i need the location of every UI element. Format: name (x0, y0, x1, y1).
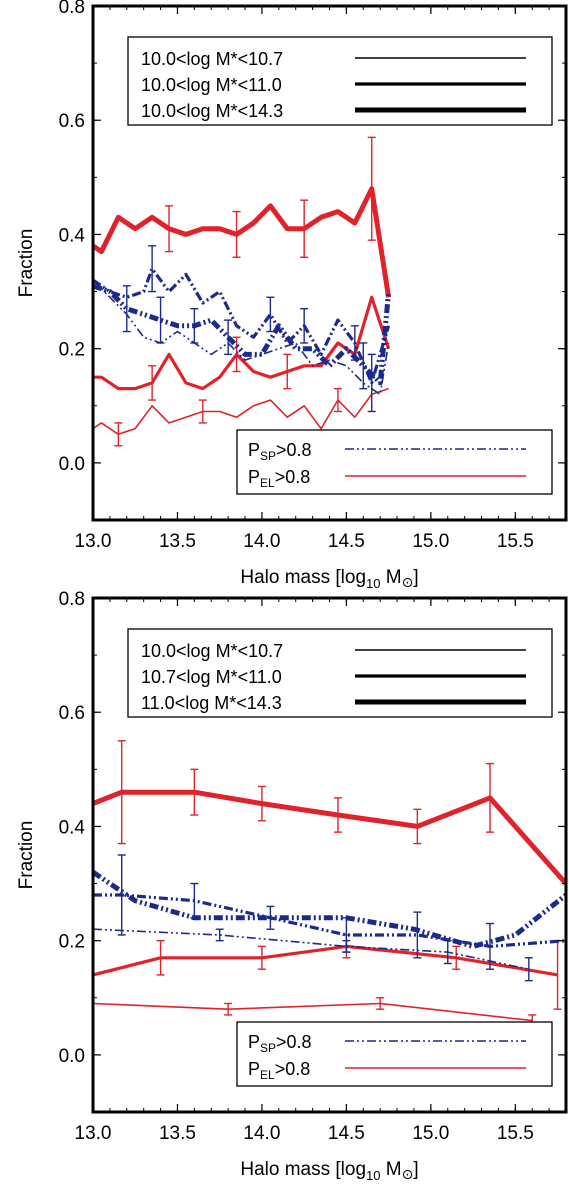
x-tick-label: 13.0 (75, 531, 112, 552)
y-axis-label: Fraction (16, 229, 37, 298)
legend-mass-label: 10.0<log M*<10.7 (141, 641, 283, 661)
series-line-sp-medium (93, 893, 566, 949)
x-tick-label: 15.5 (497, 1123, 534, 1144)
series-line-el-thin (93, 1002, 533, 1022)
series-line-sp-thick (93, 283, 392, 386)
x-axis-label: Halo mass [log10 M⊙] (240, 1159, 418, 1183)
series-line-sp-thin (93, 279, 390, 396)
x-tick-label: 13.5 (159, 531, 196, 552)
x-tick-label: 15.5 (497, 531, 534, 552)
x-tick-label: 13.0 (75, 1123, 112, 1144)
y-tick-label: 0.8 (59, 0, 85, 18)
y-tick-label: 0.4 (59, 817, 86, 838)
series-line-el-thick (93, 186, 392, 298)
x-tick-label: 14.0 (243, 1123, 280, 1144)
y-tick-label: 0.6 (59, 111, 85, 132)
y-tick-label: 0.4 (59, 225, 86, 246)
x-axis-label: Halo mass [log10 M⊙] (240, 567, 418, 591)
x-tick-label: 13.5 (159, 1123, 196, 1144)
series-line-sp-thin (93, 928, 529, 970)
series-line-sp-thick (93, 870, 566, 949)
series-line-el-medium (93, 944, 558, 977)
y-tick-label: 0.8 (59, 589, 85, 610)
y-tick-label: 0.6 (59, 703, 85, 724)
x-tick-label: 15.0 (412, 1123, 449, 1144)
y-tick-label: 0.0 (59, 1046, 85, 1067)
panel-bottom: 13.0 13.5 14.0 14.5 15.0 15.5 0.0 0.2 0.4 0.6 0.8 H… (16, 589, 568, 1183)
legend-type-label: PSP>0.8 (248, 1032, 312, 1055)
y-axis-label: Fraction (16, 821, 37, 890)
series-line-el-thick (93, 789, 566, 886)
legend-type-label: PSP>0.8 (248, 440, 312, 463)
legend-mass-label: 11.0<log M*<14.3 (141, 693, 282, 713)
panel-top: 13.0 13.5 14.0 14.5 15.0 15.5 0.0 0.2 0.4 0.6 0.8 H… (16, 0, 568, 591)
y-tick-label: 0.2 (59, 340, 85, 361)
legend-type-box (236, 1021, 553, 1087)
legend-type-label: PEL>0.8 (248, 1059, 310, 1082)
legend-mass-label: 10.7<log M*<11.0 (141, 667, 282, 687)
x-tick-label: 14.5 (328, 1123, 365, 1144)
series-line-el-thin (93, 387, 389, 436)
legend-mass-label: 10.0<log M*<10.7 (141, 49, 283, 69)
x-tick-label: 15.0 (412, 531, 449, 552)
y-tick-label: 0.2 (59, 932, 85, 953)
series-group (93, 740, 566, 1028)
legend-mass-label: 10.0<log M*<14.3 (141, 101, 283, 121)
series-group (93, 136, 392, 447)
y-tick-label: 0.0 (59, 454, 85, 475)
series-line-sp-medium (93, 267, 391, 385)
x-tick-label: 14.0 (243, 531, 280, 552)
x-tick-label: 14.5 (328, 531, 365, 552)
legend-mass-label: 10.0<log M*<11.0 (141, 75, 282, 95)
legend-type-label: PEL>0.8 (248, 467, 310, 490)
legend-type-box (236, 429, 553, 495)
